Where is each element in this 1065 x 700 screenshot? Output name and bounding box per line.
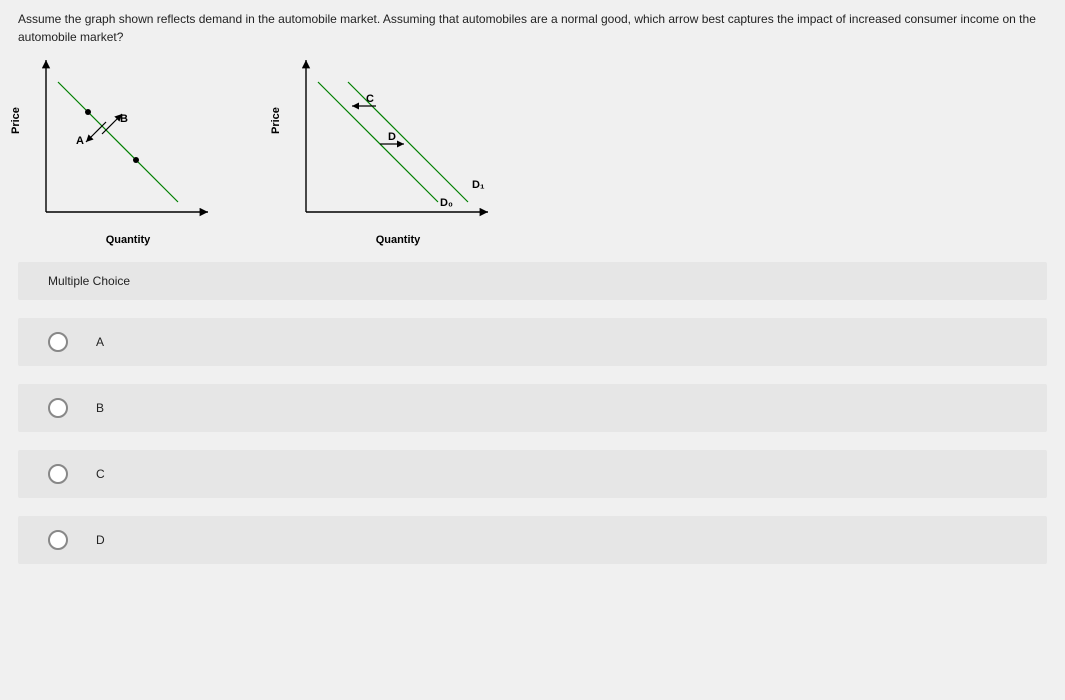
chart-left: Price AB Quantity [18, 52, 238, 252]
chart-right-svg: D₀ D₁ C D [278, 52, 498, 232]
svg-text:D: D [388, 131, 396, 143]
radio-icon [48, 530, 68, 550]
question-text: Assume the graph shown reflects demand i… [0, 0, 1065, 52]
option-label: A [96, 335, 104, 349]
svg-text:D₀: D₀ [440, 197, 453, 209]
chart-left-svg: AB [18, 52, 218, 232]
chart-right-ylabel: Price [270, 107, 282, 134]
chart-right-xlabel: Quantity [278, 234, 518, 246]
option-label: C [96, 467, 105, 481]
svg-text:B: B [120, 113, 128, 125]
option-label: D [96, 533, 105, 547]
option-b[interactable]: B [18, 384, 1047, 432]
chart-left-ylabel: Price [10, 107, 22, 134]
mc-header: Multiple Choice [18, 262, 1047, 300]
radio-icon [48, 332, 68, 352]
option-label: B [96, 401, 104, 415]
svg-text:A: A [76, 135, 84, 147]
option-d[interactable]: D [18, 516, 1047, 564]
multiple-choice-section: Multiple Choice A B C D [0, 262, 1065, 564]
charts-container: Price AB Quantity Price D₀D₁CD Quantity [0, 52, 1065, 262]
chart-right: Price D₀D₁CD Quantity [278, 52, 518, 252]
radio-icon [48, 464, 68, 484]
option-a[interactable]: A [18, 318, 1047, 366]
svg-text:D₁: D₁ [472, 179, 485, 191]
option-c[interactable]: C [18, 450, 1047, 498]
chart-left-xlabel: Quantity [18, 234, 238, 246]
svg-text:C: C [366, 93, 374, 105]
radio-icon [48, 398, 68, 418]
